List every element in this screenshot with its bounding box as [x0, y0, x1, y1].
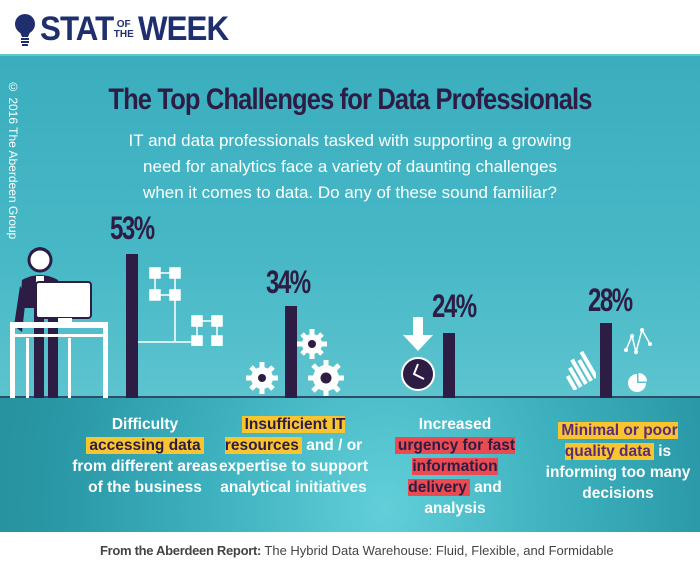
lightbulb-icon: [15, 13, 35, 46]
chart-subtitle: IT and data professionals tasked with su…: [128, 131, 572, 202]
source-label: From the Aberdeen Report:: [100, 543, 262, 558]
header: STAT OF THE WEEK: [0, 0, 700, 56]
label-1-text: Difficulty: [111, 416, 179, 433]
source-report-title: The Hybrid Data Warehouse: Fluid, Flexib…: [261, 543, 614, 558]
logo-week: WEEK: [137, 10, 229, 48]
bar-2: [285, 306, 297, 398]
logo-stat: STAT: [40, 10, 114, 48]
chart-title: The Top Challenges for Data Professional…: [108, 83, 592, 116]
label-4-rest: is informing too many decisions: [545, 443, 691, 502]
logo-of-the: OF THE: [113, 18, 134, 40]
bar-4: [600, 323, 612, 398]
percent-label-1: 53%: [110, 210, 155, 246]
footer: From the Aberdeen Report: The Hybrid Dat…: [0, 532, 700, 565]
chart-baseline: [0, 396, 700, 398]
gears-icon: [246, 329, 344, 396]
challenge-label-3: Increased urgency for fast information d…: [380, 414, 530, 519]
bar-1: [126, 254, 138, 398]
percent-label-2: 34%: [266, 264, 311, 300]
challenge-label-4: Minimal or poor quality data is informin…: [543, 420, 693, 504]
pie-chart-icon: [628, 373, 647, 392]
logo-of: OF: [116, 18, 131, 30]
label-1-highlight: accessing data: [86, 437, 204, 454]
source-citation: From the Aberdeen Report: The Hybrid Dat…: [100, 543, 614, 558]
person-at-computer-icon: [10, 247, 108, 398]
header-divider: [0, 54, 700, 56]
challenge-label-2: Insufficient IT resources and / or exper…: [216, 414, 371, 498]
logo-the: THE: [113, 28, 134, 40]
network-diagram-icon: [138, 267, 223, 346]
line-graph-icon: [624, 328, 652, 355]
percent-label-3: 24%: [432, 288, 477, 324]
label-3-text: Increased: [418, 416, 492, 433]
clock-with-arrow-icon: [401, 317, 435, 391]
bar-3: [443, 333, 455, 398]
panel-upper-background: [0, 56, 700, 396]
bar-chart-icon: [565, 350, 596, 390]
label-3-rest: and analysis: [424, 479, 502, 517]
stat-of-the-week-logo: STAT OF THE WEEK: [14, 10, 236, 49]
label-2-rest: and / or expertise to support analytical…: [219, 437, 368, 496]
challenge-label-1: Difficulty accessing data from different…: [70, 414, 220, 498]
infographic-panel: [0, 56, 700, 532]
percent-label-4: 28%: [588, 282, 633, 318]
copyright: © 2016 The Aberdeen Group: [6, 80, 20, 240]
label-1-rest: from different areas of the business: [72, 458, 218, 496]
